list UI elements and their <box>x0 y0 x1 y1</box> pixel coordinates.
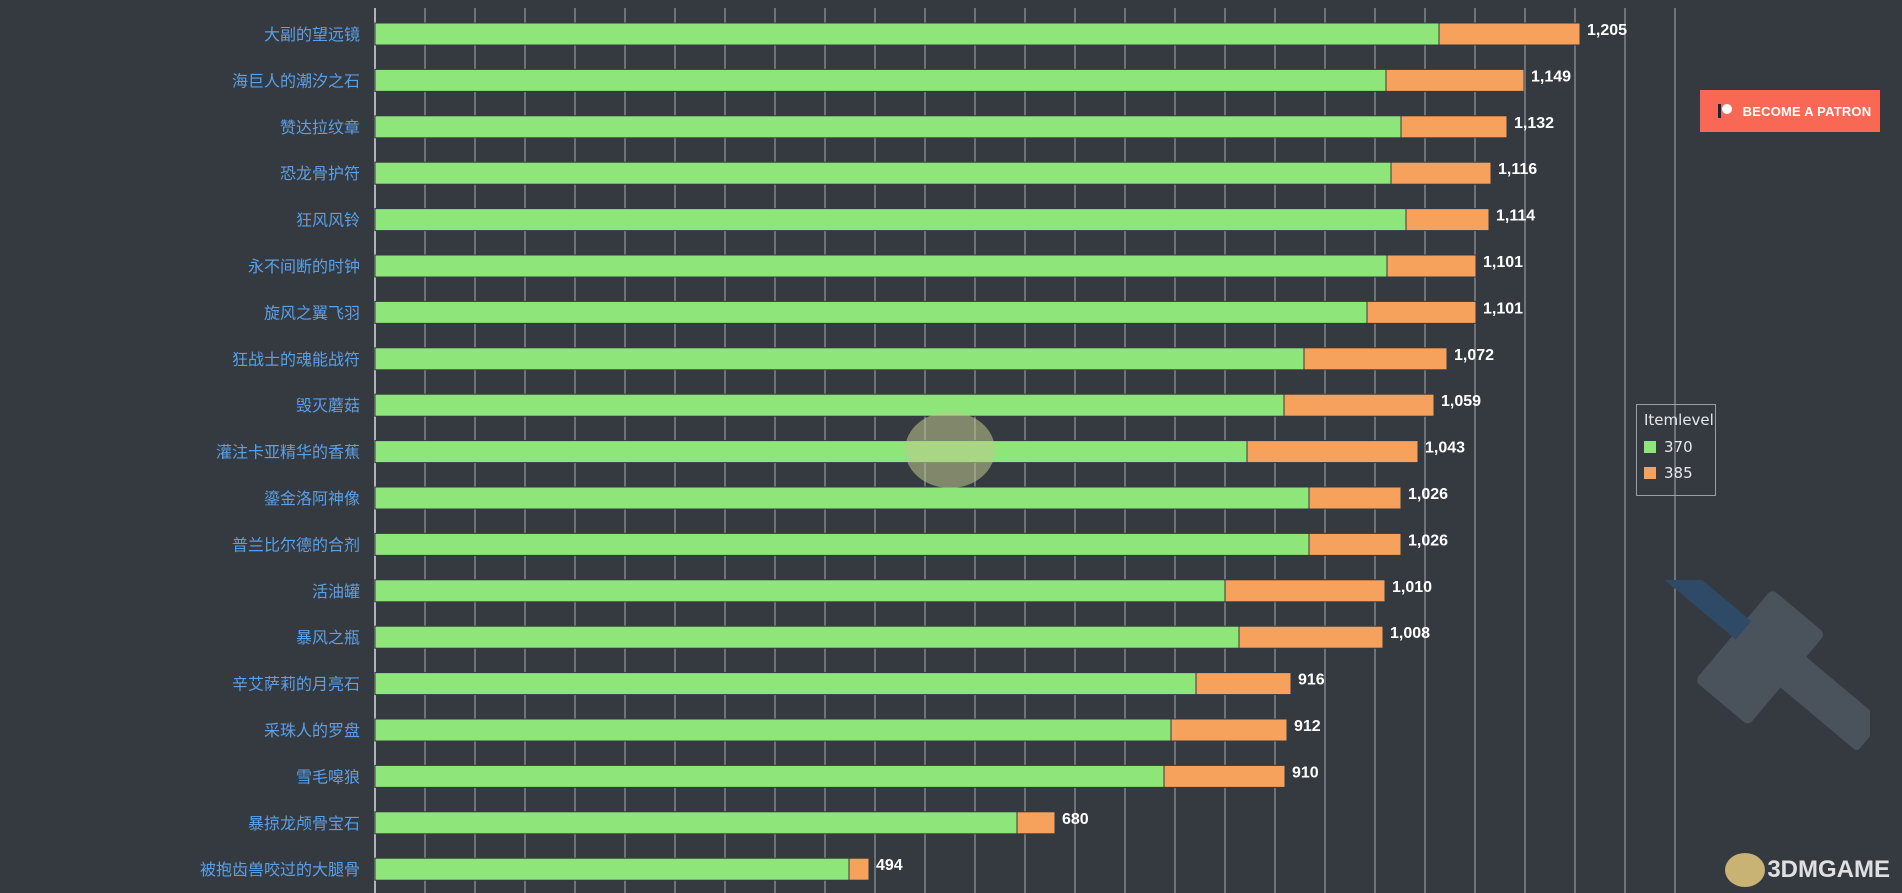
bar-segment-370 <box>374 161 1392 185</box>
category-label: 赞达拉纹章 <box>280 118 360 137</box>
hammer-watermark-icon <box>1655 580 1870 751</box>
category-label: 辛艾萨莉的月亮石 <box>232 675 360 694</box>
bar-segment-370 <box>374 22 1440 46</box>
bar-segment-385 <box>1246 440 1419 464</box>
mascot-watermark-icon <box>905 412 995 488</box>
category-label: 鎏金洛阿神像 <box>264 489 360 508</box>
bar-total-label: 1,149 <box>1531 68 1571 85</box>
bar-segment-385 <box>1283 393 1435 417</box>
category-label: 海巨人的潮汐之石 <box>232 71 360 90</box>
bar-segment-385 <box>1308 486 1402 510</box>
category-label: 狂战士的魂能战符 <box>232 350 360 369</box>
bar-segment-385 <box>1386 254 1477 278</box>
category-label: 灌注卡亚精华的香蕉 <box>216 443 360 462</box>
bar-segment-385 <box>1238 625 1384 649</box>
category-label: 采珠人的罗盘 <box>264 721 360 740</box>
bar-segment-385 <box>1308 532 1402 556</box>
legend-label-370: 370 <box>1664 438 1693 456</box>
bar-total-label: 1,116 <box>1498 161 1537 178</box>
category-label: 狂风风铃 <box>296 211 360 230</box>
bar-segment-385 <box>1390 161 1492 185</box>
bar-segment-370 <box>374 440 1248 464</box>
legend-title: Itemlevel <box>1644 411 1714 429</box>
bar-segment-385 <box>1163 764 1286 788</box>
bar-segment-385 <box>1438 22 1581 46</box>
bar-total-label: 494 <box>876 857 903 874</box>
category-label: 永不间断的时钟 <box>248 257 360 276</box>
bar-segment-370 <box>374 393 1285 417</box>
watermark-text: 3DMGAME <box>1767 856 1890 883</box>
bar-segment-370 <box>374 625 1240 649</box>
bar-segment-370 <box>374 254 1388 278</box>
bar-segment-370 <box>374 718 1172 742</box>
bar-segment-370 <box>374 68 1387 92</box>
bar-segment-370 <box>374 764 1165 788</box>
bar-segment-370 <box>374 208 1407 232</box>
bar-total-label: 916 <box>1298 672 1325 689</box>
category-label: 毁灭蘑菇 <box>296 396 360 415</box>
bar-segment-370 <box>374 532 1310 556</box>
bar-segment-385 <box>1400 115 1508 139</box>
bar-total-label: 1,205 <box>1587 22 1627 39</box>
site-watermark: 3DMGAME <box>1725 853 1890 887</box>
legend-item-385[interactable]: 385 <box>1644 460 1708 486</box>
bar-segment-385 <box>1195 672 1292 696</box>
bar-total-label: 912 <box>1294 718 1321 735</box>
category-label: 旋风之翼飞羽 <box>264 303 360 322</box>
patreon-icon <box>1717 103 1733 119</box>
chart-legend: Itemlevel 370 385 <box>1636 404 1716 496</box>
bar-total-label: 1,101 <box>1483 254 1523 271</box>
bar-total-label: 1,008 <box>1390 625 1430 642</box>
category-label: 恐龙骨护符 <box>280 164 360 183</box>
legend-swatch-385 <box>1644 467 1656 479</box>
category-label: 大副的望远镜 <box>264 25 360 44</box>
bar-segment-370 <box>374 486 1310 510</box>
bar-segment-385 <box>1224 579 1386 603</box>
bar-total-label: 1,043 <box>1425 440 1465 457</box>
bar-segment-385 <box>1303 347 1448 371</box>
category-label: 被抱齿兽咬过的大腿骨 <box>200 860 360 879</box>
legend-swatch-370 <box>1644 441 1656 453</box>
bar-segment-385 <box>1366 300 1477 324</box>
legend-label-385: 385 <box>1664 464 1693 482</box>
bar-total-label: 1,026 <box>1408 532 1448 549</box>
bar-total-label: 1,101 <box>1483 300 1523 317</box>
category-label: 暴掠龙颅骨宝石 <box>248 814 360 833</box>
category-label: 普兰比尔德的合剂 <box>232 535 360 554</box>
bar-total-label: 1,026 <box>1408 486 1448 503</box>
bar-total-label: 1,059 <box>1441 393 1481 410</box>
bar-segment-370 <box>374 300 1368 324</box>
bar-segment-370 <box>374 811 1018 835</box>
watermark-mascot-icon <box>1725 853 1766 887</box>
category-label: 暴风之瓶 <box>296 628 360 647</box>
category-label: 活油罐 <box>312 582 360 601</box>
bar-segment-370 <box>374 672 1197 696</box>
bar-segment-370 <box>374 579 1226 603</box>
become-a-patron-button[interactable]: BECOME A PATRON <box>1700 90 1880 132</box>
legend-item-370[interactable]: 370 <box>1644 434 1708 460</box>
patron-button-label: BECOME A PATRON <box>1742 103 1872 119</box>
category-label: 雪毛嗥狼 <box>296 767 360 786</box>
bar-segment-385 <box>848 857 870 881</box>
bar-total-label: 1,132 <box>1514 115 1554 132</box>
bar-segment-385 <box>1016 811 1056 835</box>
bar-segment-385 <box>1405 208 1490 232</box>
bar-total-label: 680 <box>1062 811 1089 828</box>
bar-segment-385 <box>1385 68 1525 92</box>
bar-total-label: 910 <box>1292 764 1319 781</box>
bar-segment-370 <box>374 347 1305 371</box>
bar-segment-370 <box>374 857 850 881</box>
bar-total-label: 1,010 <box>1392 579 1432 596</box>
bar-segment-385 <box>1170 718 1288 742</box>
bar-total-label: 1,072 <box>1454 347 1494 364</box>
bar-total-label: 1,114 <box>1496 208 1535 225</box>
bar-segment-370 <box>374 115 1402 139</box>
